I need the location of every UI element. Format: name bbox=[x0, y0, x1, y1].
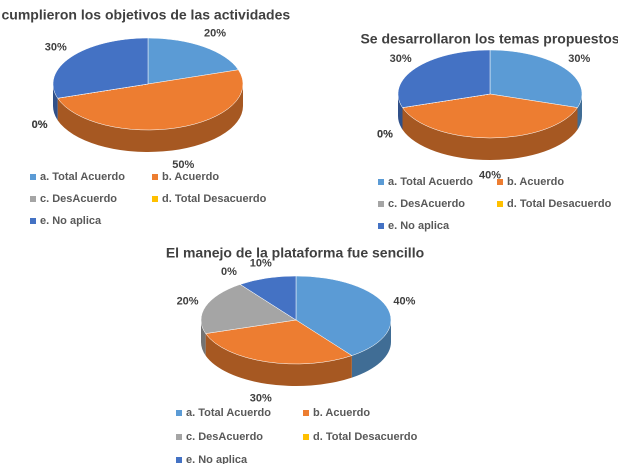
legend-swatch bbox=[303, 410, 309, 416]
pie-chart: e cumplieron los objetivos de las activi… bbox=[0, 7, 290, 227]
legend-label: c. DesAcuerdo bbox=[388, 198, 465, 210]
data-label: 50% bbox=[172, 159, 194, 171]
slice bbox=[489, 49, 583, 108]
data-label: 0% bbox=[32, 119, 48, 131]
pie-chart: El manejo de la plataforma fue sencillo 4… bbox=[166, 245, 424, 464]
slice-side bbox=[351, 320, 391, 378]
slice-side bbox=[398, 94, 403, 130]
slice bbox=[200, 284, 297, 334]
legend-swatch bbox=[378, 201, 384, 207]
legend-label: c. DesAcuerdo bbox=[186, 431, 263, 443]
pie-chart: Se desarrollaron los temas propuestos 30%… bbox=[360, 31, 618, 232]
chart-title: e cumplieron los objetivos de las activi… bbox=[0, 7, 290, 23]
legend-label: e. No aplica bbox=[186, 454, 248, 464]
legend-swatch bbox=[30, 174, 36, 180]
legend-swatch bbox=[176, 434, 182, 440]
data-label: 0% bbox=[377, 128, 393, 140]
slice-side bbox=[402, 107, 578, 160]
legend-swatch bbox=[378, 223, 384, 229]
data-label: 30% bbox=[568, 53, 590, 65]
legend-label: e. No aplica bbox=[388, 220, 450, 232]
data-label: 0% bbox=[221, 266, 237, 278]
legend-label: d. Total Desacuerdo bbox=[162, 193, 267, 205]
slice bbox=[52, 37, 149, 99]
slice bbox=[57, 69, 244, 131]
legend-swatch bbox=[30, 196, 36, 202]
legend-label: b. Acuerdo bbox=[162, 171, 219, 183]
legend-swatch bbox=[497, 179, 503, 185]
slice-side bbox=[577, 94, 582, 130]
data-label: 30% bbox=[390, 53, 412, 65]
legend-label: a. Total Acuerdo bbox=[388, 176, 473, 188]
legend-label: b. Acuerdo bbox=[313, 407, 370, 419]
legend-swatch bbox=[176, 410, 182, 416]
slice-side bbox=[57, 84, 244, 153]
legend-swatch bbox=[497, 201, 503, 207]
legend-label: b. Acuerdo bbox=[507, 176, 564, 188]
legend-swatch bbox=[152, 174, 158, 180]
legend-swatch bbox=[378, 179, 384, 185]
slice bbox=[295, 275, 392, 356]
legend-label: a. Total Acuerdo bbox=[40, 171, 125, 183]
legend-label: d. Total Desacuerdo bbox=[313, 431, 418, 443]
legend-swatch bbox=[30, 218, 36, 224]
legend-swatch bbox=[176, 457, 182, 463]
slice-side bbox=[53, 84, 58, 121]
chart-title: Se desarrollaron los temas propuestos bbox=[360, 31, 618, 47]
slice bbox=[147, 37, 239, 85]
legend-swatch bbox=[152, 196, 158, 202]
data-label: 0% bbox=[32, 119, 48, 131]
legend-label: e. No aplica bbox=[40, 215, 102, 227]
data-label: 40% bbox=[393, 296, 415, 308]
data-label: 40% bbox=[479, 169, 501, 181]
slice bbox=[397, 49, 491, 108]
chart-title: El manejo de la plataforma fue sencillo bbox=[166, 245, 424, 261]
slice bbox=[239, 275, 297, 321]
slice-side bbox=[201, 320, 206, 356]
legend-label: a. Total Acuerdo bbox=[186, 407, 271, 419]
data-label: 0% bbox=[377, 128, 393, 140]
data-label: 30% bbox=[250, 392, 272, 404]
data-label: 30% bbox=[45, 41, 67, 53]
slice-side bbox=[205, 333, 352, 387]
legend-label: d. Total Desacuerdo bbox=[507, 198, 612, 210]
data-label: 20% bbox=[177, 296, 199, 308]
slice bbox=[205, 319, 353, 365]
slice bbox=[402, 93, 578, 139]
data-label: 10% bbox=[250, 257, 272, 269]
data-label: 20% bbox=[204, 28, 226, 40]
legend-swatch bbox=[303, 434, 309, 440]
legend-label: c. DesAcuerdo bbox=[40, 193, 117, 205]
